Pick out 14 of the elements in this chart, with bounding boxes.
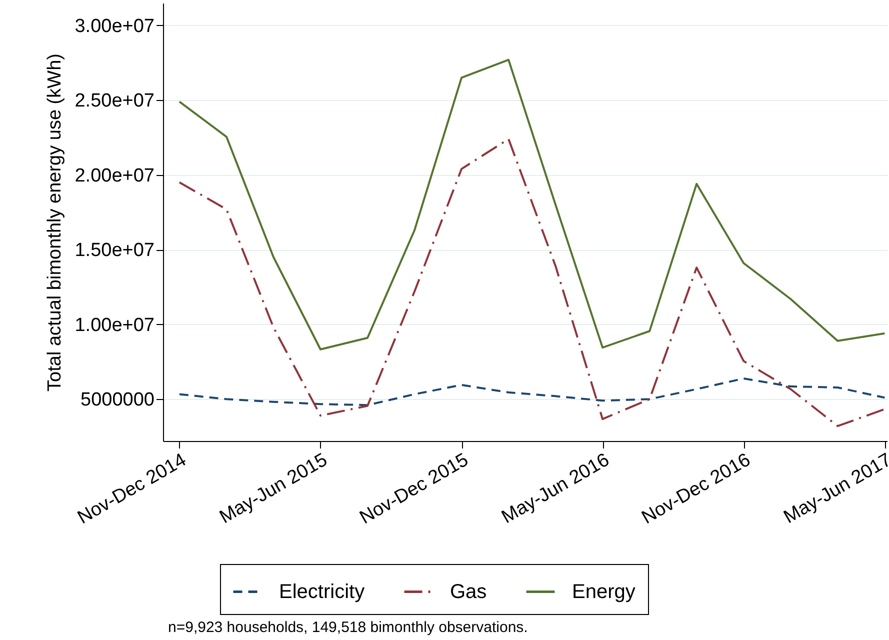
text: n=9,923 households, 149,518 bimonthly observations. (168, 619, 528, 636)
y-tick-label: 5000000 (80, 390, 154, 411)
y-axis-title: Total actual bimonthly energy use (kWh) (44, 54, 66, 392)
y-tick-label: 2.50e+07 (74, 90, 154, 112)
legend-label: Energy (572, 580, 636, 603)
y-tick-label: 2.00e+07 (74, 165, 154, 186)
legend-label: Electricity (279, 580, 365, 603)
y-tick-label: 1.50e+07 (74, 240, 154, 262)
line-series (178, 378, 886, 406)
line-series (178, 138, 886, 428)
y-tick-label: 3.00e+07 (74, 16, 154, 37)
y-tick-label: 1.00e+07 (74, 314, 154, 336)
line-series (178, 58, 886, 350)
legend-label: Gas (450, 580, 487, 603)
